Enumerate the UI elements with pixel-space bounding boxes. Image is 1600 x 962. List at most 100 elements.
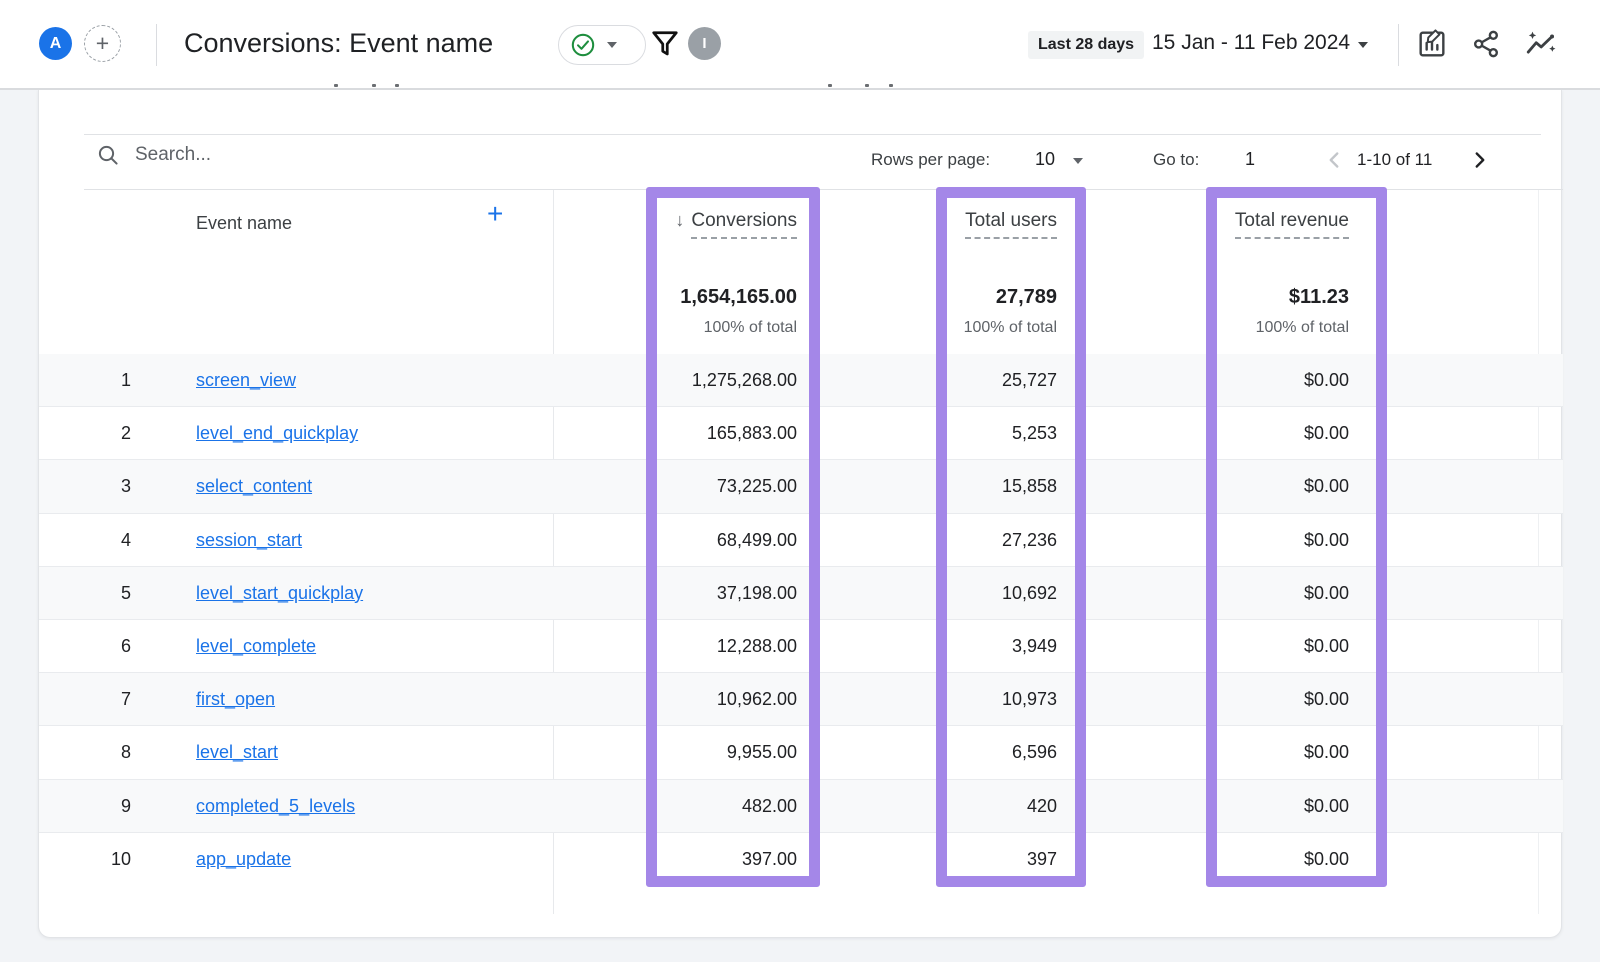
event-name-column-header[interactable]: Event name — [196, 213, 293, 233]
total-revenue-value: $0.00 — [1303, 635, 1349, 656]
conversions-value: 10,962.00 — [716, 689, 797, 710]
next-page-icon[interactable] — [1467, 147, 1493, 173]
date-range-value[interactable]: 15 Jan - 11 Feb 2024 — [1152, 31, 1351, 54]
event-name-link[interactable]: first_open — [196, 689, 276, 710]
total-users-value: 25,727 — [1001, 370, 1057, 390]
total-users-value: 3,949 — [1011, 635, 1057, 656]
add-column-button[interactable]: + — [487, 198, 504, 229]
event-name-link[interactable]: screen_view — [196, 370, 297, 390]
table-body: 1 screen_view 1,275,268.00 25,727 $0.00 … — [39, 354, 1563, 886]
pagination-range: 1-10 of 11 — [1357, 150, 1433, 169]
table-row: 10 app_update 397.00 397 $0.00 — [39, 833, 1563, 886]
customize-report-button[interactable] — [1416, 28, 1448, 60]
table-row: 1 screen_view 1,275,268.00 25,727 $0.00 — [39, 354, 1563, 408]
row-index: 7 — [120, 689, 131, 710]
total-revenue-value: $0.00 — [1303, 795, 1349, 816]
share-icon — [1474, 30, 1498, 58]
table-row: 5 level_start_quickplay 37,198.00 10,692… — [39, 566, 1563, 620]
insights-sparkline-icon — [1526, 31, 1556, 54]
rows-per-page-label: Rows per page: — [871, 150, 991, 169]
row-index: 3 — [120, 476, 131, 497]
avatar[interactable]: A — [39, 27, 72, 60]
total-users-value: 10,692 — [1001, 582, 1057, 603]
total-revenue-value: $0.00 — [1303, 742, 1349, 763]
total-users-value: 10,973 — [1001, 689, 1057, 710]
total-users-value: 420 — [1026, 795, 1057, 816]
conversions-value: 68,499.00 — [716, 529, 797, 550]
total-users-value: 5,253 — [1011, 423, 1057, 444]
total-revenue-value: $0.00 — [1303, 848, 1349, 869]
rows-per-page-chevron-icon[interactable] — [1073, 158, 1083, 164]
total-users-value: 397 — [1026, 848, 1057, 869]
sort-descending-icon[interactable]: ↓ — [675, 210, 685, 230]
insights-button[interactable] — [1524, 28, 1556, 60]
total-users-value: 27,236 — [1001, 529, 1057, 550]
date-range-preset: Last 28 days — [1028, 31, 1145, 59]
conversions-value: 37,198.00 — [716, 582, 797, 603]
total-users-column-header[interactable]: Total users — [757, 210, 1057, 239]
total-revenue-value: $0.00 — [1303, 582, 1349, 603]
conversions-column-header[interactable]: ↓ Conversions — [459, 210, 797, 239]
search-icon — [98, 145, 118, 165]
funnel-icon — [652, 31, 678, 56]
event-name-link[interactable]: level_end_quickplay — [196, 423, 359, 444]
filter-button[interactable] — [650, 29, 680, 59]
divider — [156, 24, 157, 66]
divider — [1398, 24, 1399, 66]
divider — [84, 189, 1563, 190]
share-button[interactable] — [1470, 28, 1502, 60]
table-row: 7 first_open 10,962.00 10,973 $0.00 — [39, 673, 1563, 727]
total-revenue-total: $11.23 — [1288, 286, 1349, 308]
row-index: 9 — [120, 795, 131, 816]
edit-chart-icon — [1419, 29, 1445, 57]
report-status-dropdown[interactable] — [558, 25, 646, 65]
row-index: 10 — [110, 848, 131, 869]
conversions-total: 1,654,165.00 — [680, 286, 797, 308]
total-revenue-column-header[interactable]: Total revenue — [1049, 210, 1349, 239]
previous-page-icon[interactable] — [1321, 147, 1347, 173]
event-name-link[interactable]: level_start_quickplay — [196, 582, 364, 603]
search-input[interactable] — [135, 138, 555, 172]
row-index: 5 — [120, 582, 131, 603]
total-users-total: 27,789 — [995, 286, 1057, 308]
table-row: 8 level_start 9,955.00 6,596 $0.00 — [39, 726, 1563, 780]
total-users-total-share: 100% of total — [963, 319, 1057, 336]
event-name-link[interactable]: app_update — [196, 848, 292, 869]
row-index: 1 — [120, 370, 131, 390]
event-name-link[interactable]: completed_5_levels — [196, 795, 356, 816]
conversions-value: 12,288.00 — [716, 635, 797, 656]
goto-label: Go to: — [1153, 150, 1200, 169]
plus-icon: + — [95, 30, 110, 56]
goto-page-value[interactable]: 1 — [1245, 149, 1256, 169]
table-row: 6 level_complete 12,288.00 3,949 $0.00 — [39, 620, 1563, 674]
row-index: 8 — [120, 742, 131, 763]
table-row: 3 select_content 73,225.00 15,858 $0.00 — [39, 460, 1563, 514]
total-revenue-value: $0.00 — [1303, 529, 1349, 550]
event-name-link[interactable]: select_content — [196, 476, 313, 497]
total-users-value: 15,858 — [1001, 476, 1057, 497]
rows-per-page-value[interactable]: 10 — [1035, 149, 1056, 169]
conversions-value: 165,883.00 — [706, 423, 797, 444]
sampling-status-badge[interactable]: I — [688, 27, 721, 60]
date-range-chevron-icon[interactable] — [1358, 42, 1368, 48]
conversions-value: 1,275,268.00 — [691, 370, 797, 390]
topbar: A + Conversions: Event name I Last 28 da… — [0, 0, 1600, 90]
total-revenue-value: $0.00 — [1303, 370, 1349, 390]
conversions-total-share: 100% of total — [703, 319, 797, 336]
conversions-value: 482.00 — [741, 795, 797, 816]
total-revenue-value: $0.00 — [1303, 689, 1349, 710]
total-users-value: 6,596 — [1011, 742, 1057, 763]
event-name-link[interactable]: level_complete — [196, 635, 317, 656]
conversions-value: 73,225.00 — [716, 476, 797, 497]
column-divider — [1538, 190, 1539, 914]
event-name-link[interactable]: session_start — [196, 529, 303, 550]
event-name-link[interactable]: level_start — [196, 742, 279, 763]
table-row: 4 session_start 68,499.00 27,236 $0.00 — [39, 514, 1563, 567]
table-row: 2 level_end_quickplay 165,883.00 5,253 $… — [39, 407, 1563, 461]
add-comparison-button[interactable]: + — [84, 25, 121, 62]
conversions-value: 9,955.00 — [726, 742, 797, 763]
total-revenue-value: $0.00 — [1303, 423, 1349, 444]
total-revenue-value: $0.00 — [1303, 476, 1349, 497]
table-row: 9 completed_5_levels 482.00 420 $0.00 — [39, 779, 1563, 833]
